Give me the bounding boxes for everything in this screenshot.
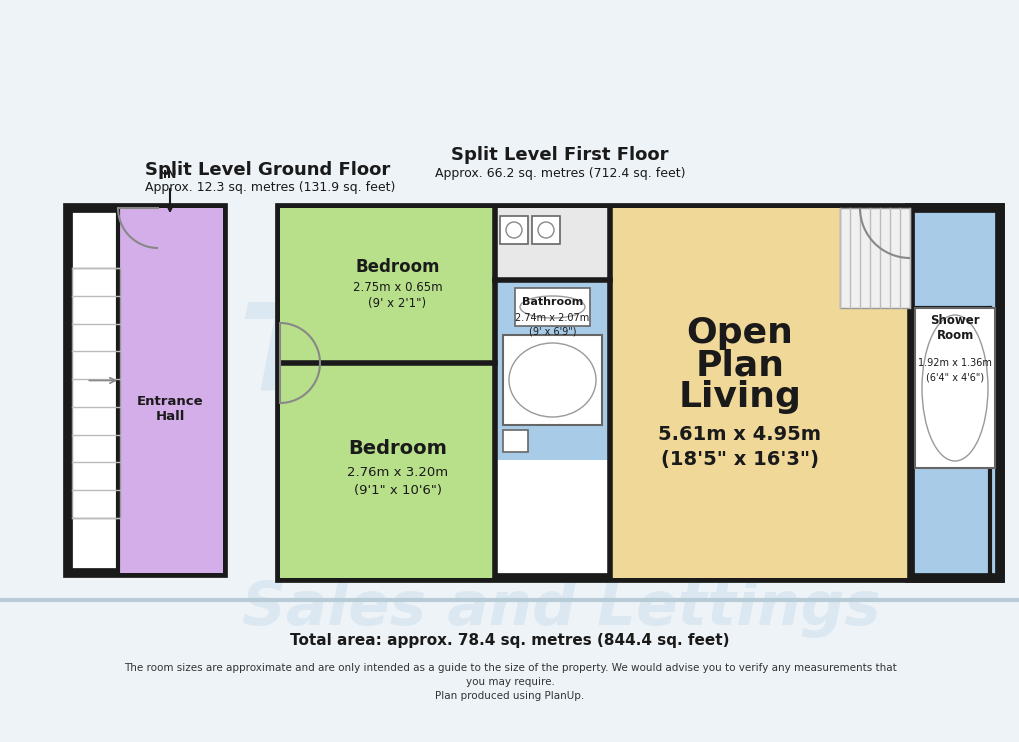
Bar [515,288,589,326]
Text: Bedroom: Bedroom [355,258,439,277]
Text: IN: IN [163,170,176,180]
Text: Sales and Lettings: Sales and Lettings [242,579,879,638]
Text: 2.75m x 0.65m: 2.75m x 0.65m [353,281,442,294]
Bar [532,216,559,244]
Bar [499,216,528,244]
Bar [280,208,494,363]
Text: 2.76m x 3.20m: 2.76m x 3.20m [346,466,447,479]
Bar [72,268,120,518]
Bar [502,430,528,452]
Text: 1.92m x 1.36m: 1.92m x 1.36m [917,358,990,368]
Text: Bathroom: Bathroom [522,297,583,307]
Text: (9' x 6'9"): (9' x 6'9") [528,327,576,337]
Text: 5.61m x 4.95m: 5.61m x 4.95m [658,425,820,444]
Text: (18'5" x 16'3"): (18'5" x 16'3") [660,450,818,468]
Text: Entrance
Hall: Entrance Hall [137,395,204,423]
Bar [494,208,609,280]
Bar [68,208,223,573]
Bar [494,280,609,460]
Bar [502,335,601,425]
Bar [118,208,223,573]
Text: (6'4" x 4'6"): (6'4" x 4'6") [925,373,983,383]
Bar [840,208,909,308]
Text: Open: Open [686,316,793,350]
Text: (9' x 2'1"): (9' x 2'1") [368,297,426,310]
Text: 2.74m x 2.07m: 2.74m x 2.07m [515,313,589,323]
Text: Tristrams: Tristrams [237,298,883,415]
Bar [280,208,999,578]
Text: Plan produced using PlanUp.: Plan produced using PlanUp. [435,691,584,701]
Text: The room sizes are approximate and are only intended as a guide to the size of t: The room sizes are approximate and are o… [123,663,896,673]
Bar [914,308,994,468]
Text: Shower
Room: Shower Room [929,314,979,342]
Text: Bedroom: Bedroom [347,439,446,458]
Text: Plan: Plan [695,348,784,382]
Text: Living: Living [678,380,801,414]
Text: (9'1" x 10'6"): (9'1" x 10'6") [354,484,441,497]
Text: Approx. 12.3 sq. metres (131.9 sq. feet): Approx. 12.3 sq. metres (131.9 sq. feet) [145,182,395,194]
Bar [280,363,494,578]
Ellipse shape [520,296,585,318]
Ellipse shape [921,315,987,461]
Text: Total area: approx. 78.4 sq. metres (844.4 sq. feet): Total area: approx. 78.4 sq. metres (844… [290,632,729,648]
Text: you may require.: you may require. [465,677,554,687]
Bar [909,208,999,578]
Text: Approx. 66.2 sq. metres (712.4 sq. feet): Approx. 66.2 sq. metres (712.4 sq. feet) [434,166,685,180]
Text: Split Level First Floor: Split Level First Floor [450,146,668,164]
Bar [609,208,909,578]
Ellipse shape [508,343,595,417]
Text: Split Level Ground Floor: Split Level Ground Floor [145,161,390,179]
